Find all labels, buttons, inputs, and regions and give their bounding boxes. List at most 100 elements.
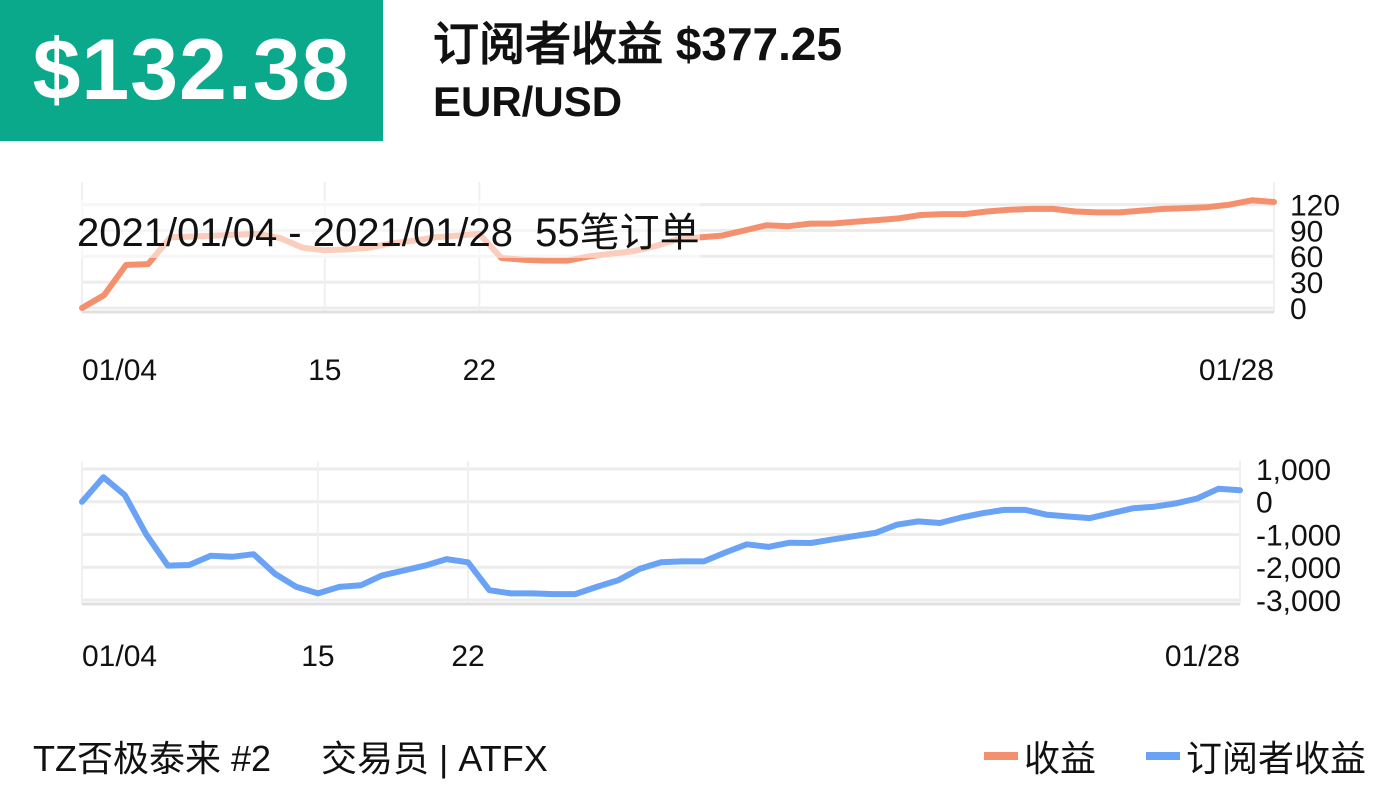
symbol-label: EUR/USD: [433, 78, 623, 125]
data-point: [809, 541, 813, 545]
profit-value: $132.38: [32, 22, 351, 118]
data-point: [595, 585, 599, 589]
data-point: [1238, 488, 1242, 492]
data-point: [897, 216, 901, 220]
data-point: [745, 542, 749, 546]
data-point: [680, 559, 684, 563]
trader-role: 交易员 | ATFX: [321, 738, 548, 779]
y-tick-label: 60: [1290, 241, 1323, 274]
date-range-overlay: 2021/01/04 - 2021/01/28 55笔订单: [77, 200, 700, 258]
data-point: [764, 223, 768, 227]
x-tick-label: 22: [451, 640, 484, 673]
data-point: [359, 583, 363, 587]
x-tick-label: 01/04: [82, 640, 157, 673]
data-point: [252, 552, 256, 556]
x-tick-label: 01/04: [82, 354, 157, 387]
legend-item-subscriber-profit: 订阅者收益: [1145, 730, 1366, 782]
data-point: [1045, 513, 1049, 517]
order-count: 55笔订单: [535, 211, 700, 255]
data-point: [187, 563, 191, 567]
data-point: [123, 493, 127, 497]
data-point: [102, 293, 106, 297]
data-point: [1206, 205, 1210, 209]
data-point: [1095, 210, 1099, 214]
data-point: [466, 560, 470, 564]
data-point: [1217, 487, 1221, 491]
data-point: [380, 573, 384, 577]
y-tick-label: -3,000: [1256, 585, 1341, 618]
data-point: [144, 533, 148, 536]
data-point: [544, 259, 548, 263]
data-point: [1250, 198, 1254, 202]
data-point: [963, 212, 967, 216]
data-point: [80, 500, 84, 504]
profit-badge: $132.38: [0, 0, 383, 141]
y-tick-label: 30: [1290, 267, 1323, 300]
data-point: [521, 258, 525, 262]
data-point: [166, 564, 170, 568]
data-point: [873, 531, 877, 535]
data-point: [1140, 209, 1144, 213]
x-tick-label: 15: [301, 640, 334, 673]
trader-info: TZ否极泰来 #2 交易员 | ATFX: [33, 730, 548, 782]
legend-label-subscriber-profit: 订阅者收益: [1185, 738, 1366, 779]
legend-label-profit: 收益: [1023, 738, 1096, 779]
data-point: [124, 263, 128, 267]
data-point: [895, 523, 899, 527]
data-point: [638, 567, 642, 571]
data-point: [723, 551, 727, 555]
data-point: [273, 572, 277, 576]
data-point: [1024, 508, 1028, 512]
legend: 收益 订阅者收益: [934, 730, 1366, 782]
x-tick-label: 01/28: [1165, 640, 1240, 673]
data-point: [445, 557, 449, 561]
data-point: [831, 222, 835, 226]
data-point: [941, 212, 945, 216]
y-tick-label: 90: [1290, 215, 1323, 248]
data-point: [294, 585, 298, 589]
data-point: [742, 228, 746, 232]
data-point: [101, 475, 105, 479]
data-point: [530, 591, 534, 595]
x-tick-label: 22: [463, 354, 496, 387]
y-tick-label: -2,000: [1256, 552, 1341, 585]
data-point: [573, 592, 577, 596]
data-point: [423, 564, 427, 568]
data-point: [808, 222, 812, 226]
page-title: 订阅者收益 $377.25: [433, 18, 843, 70]
trader-name: TZ否极泰来 #2: [33, 738, 272, 779]
data-point: [985, 210, 989, 214]
data-point: [788, 541, 792, 545]
data-point: [487, 588, 491, 592]
data-point: [209, 554, 213, 558]
y-tick-label: -1,000: [1256, 519, 1341, 552]
data-point: [337, 585, 341, 589]
legend-item-profit: 收益: [983, 730, 1096, 782]
y-tick-label: 120: [1290, 189, 1340, 222]
data-point: [1088, 516, 1092, 520]
data-point: [1152, 505, 1156, 509]
data-point: [1117, 210, 1121, 214]
y-tick-label: 0: [1256, 487, 1273, 520]
data-point: [552, 592, 556, 596]
data-point: [720, 234, 724, 238]
data-point: [1184, 206, 1188, 210]
data-point: [566, 259, 570, 263]
data-point: [1073, 210, 1077, 214]
data-point: [981, 511, 985, 515]
x-tick-label: 01/28: [1199, 354, 1274, 387]
data-point: [1162, 207, 1166, 211]
data-point: [916, 519, 920, 523]
data-point: [959, 515, 963, 519]
data-point: [616, 578, 620, 582]
data-point: [852, 534, 856, 538]
data-point: [853, 220, 857, 224]
data-point: [230, 555, 234, 559]
data-point: [702, 559, 706, 563]
data-point: [80, 306, 84, 310]
data-point: [766, 545, 770, 549]
data-point: [1272, 200, 1276, 204]
data-point: [146, 262, 150, 266]
data-point: [316, 591, 320, 595]
data-point: [1007, 208, 1011, 212]
